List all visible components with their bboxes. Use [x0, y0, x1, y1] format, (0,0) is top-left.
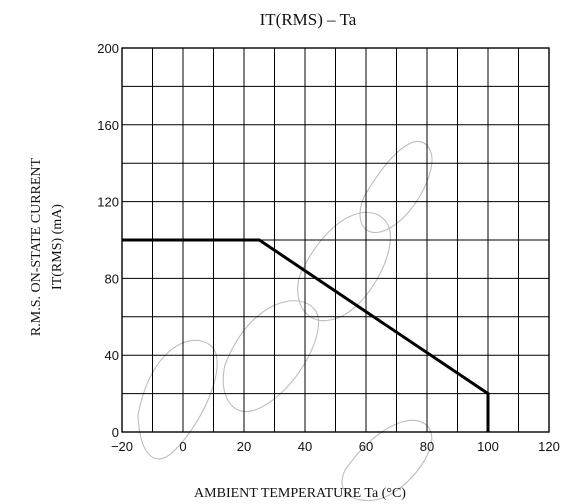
- series-line: [122, 238, 490, 432]
- x-tick-label: 120: [538, 439, 560, 454]
- chart-title: IT(RMS) – Ta: [260, 10, 357, 29]
- x-tick-label: 0: [179, 439, 186, 454]
- y-tick-label: 40: [105, 348, 119, 363]
- x-tick-label: 60: [359, 439, 373, 454]
- x-tick-label: 40: [298, 439, 312, 454]
- x-tick-label: 100: [477, 439, 499, 454]
- watermark: [137, 140, 433, 502]
- grid: [122, 48, 549, 432]
- x-tick-label: 20: [237, 439, 251, 454]
- y-tick-label: 0: [112, 425, 119, 440]
- y-axis-label-line2: IT(RMS) (mA): [50, 204, 65, 290]
- y-tick-label: 160: [97, 118, 119, 133]
- y-axis-label-line1: R.M.S. ON-STATE CURRENT: [29, 157, 44, 336]
- y-tick-label: 200: [97, 41, 119, 56]
- x-axis-label: AMBIENT TEMPERATURE Ta (°C): [194, 486, 406, 501]
- series-group: [122, 238, 490, 432]
- x-tick-labels: −20 0 20 40 60 80 100 120: [111, 439, 560, 454]
- x-tick-label: 80: [420, 439, 434, 454]
- y-tick-labels: 0 40 80 120 160 200: [97, 41, 119, 440]
- x-tick-label: −20: [111, 439, 133, 454]
- y-tick-label: 120: [97, 195, 119, 210]
- y-tick-label: 80: [105, 271, 119, 286]
